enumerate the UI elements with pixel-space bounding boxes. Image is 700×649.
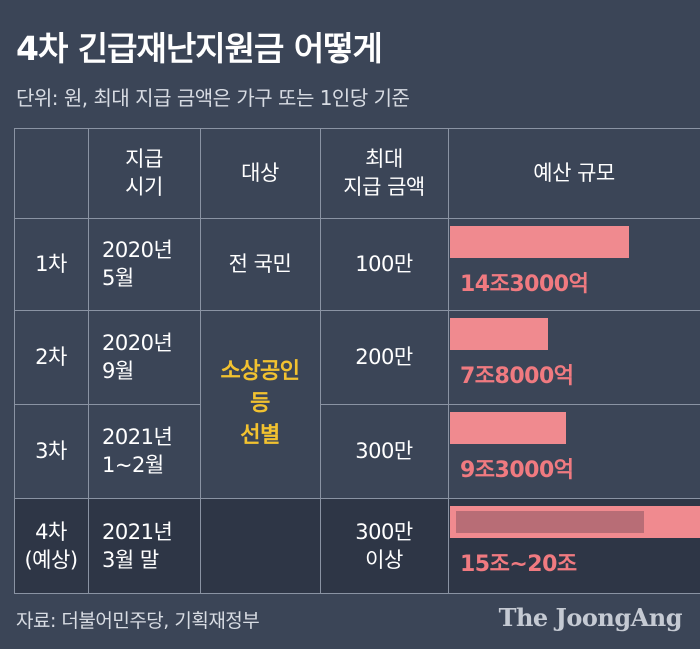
row-period: 2020년 9월 (102, 331, 173, 383)
grid-line (14, 310, 700, 311)
grid-line (14, 404, 200, 405)
row-max-amount: 300만 (355, 439, 413, 463)
budget-bar-label: 15조~20조 (460, 552, 577, 577)
header-budget: 예산 규모 (533, 161, 615, 185)
grid-line (88, 128, 89, 594)
grid-line (320, 128, 321, 594)
page-subtitle: 단위: 원, 최대 지급 금액은 가구 또는 1인당 기준 (16, 86, 410, 110)
row-round: 2차 (35, 345, 67, 369)
grid-line (14, 128, 700, 129)
row-period: 2021년 3월 말 (102, 519, 173, 572)
grid-line (14, 498, 700, 499)
row-round: 4차 (예상) (24, 519, 78, 572)
budget-bar-label: 14조3000억 (460, 272, 589, 297)
grid-line (14, 218, 700, 219)
grid-line (14, 593, 700, 594)
budget-bar (450, 318, 548, 350)
budget-bar-label: 7조8000억 (460, 364, 574, 389)
source-note: 자료: 더불어민주당, 기획재정부 (16, 610, 260, 632)
header-period: 지급 시기 (125, 147, 163, 199)
table-grid: 지급 시기 대상 최대 지급 금액 예산 규모 1차 2020년 5월 전 국민… (14, 128, 700, 594)
grid-line (14, 128, 15, 594)
row-max-amount: 100만 (355, 252, 413, 276)
grid-line (448, 128, 449, 594)
row-target-all: 전 국민 (228, 252, 292, 276)
header-target: 대상 (241, 161, 279, 185)
budget-bar-range-min (456, 511, 644, 533)
budget-bar (450, 226, 629, 258)
header-max-amount: 최대 지급 금액 (343, 147, 425, 199)
row-period: 2020년 5월 (102, 238, 173, 290)
budget-bar-label: 9조3000억 (460, 458, 574, 483)
page-title: 4차 긴급재난지원금 어떻게 (16, 29, 383, 68)
row-round: 3차 (35, 439, 67, 463)
row-round: 1차 (35, 252, 67, 276)
budget-bar (450, 412, 566, 444)
row-max-amount: 200만 (355, 345, 413, 369)
joongang-logo: The JoongAng (498, 603, 683, 632)
row-max-amount: 300만 이상 (355, 519, 413, 572)
grid-line (200, 128, 201, 594)
row-target-selective: 소상공인 등 선별 (220, 359, 300, 448)
grid-line (320, 404, 700, 405)
row-period: 2021년 1~2월 (102, 425, 173, 477)
